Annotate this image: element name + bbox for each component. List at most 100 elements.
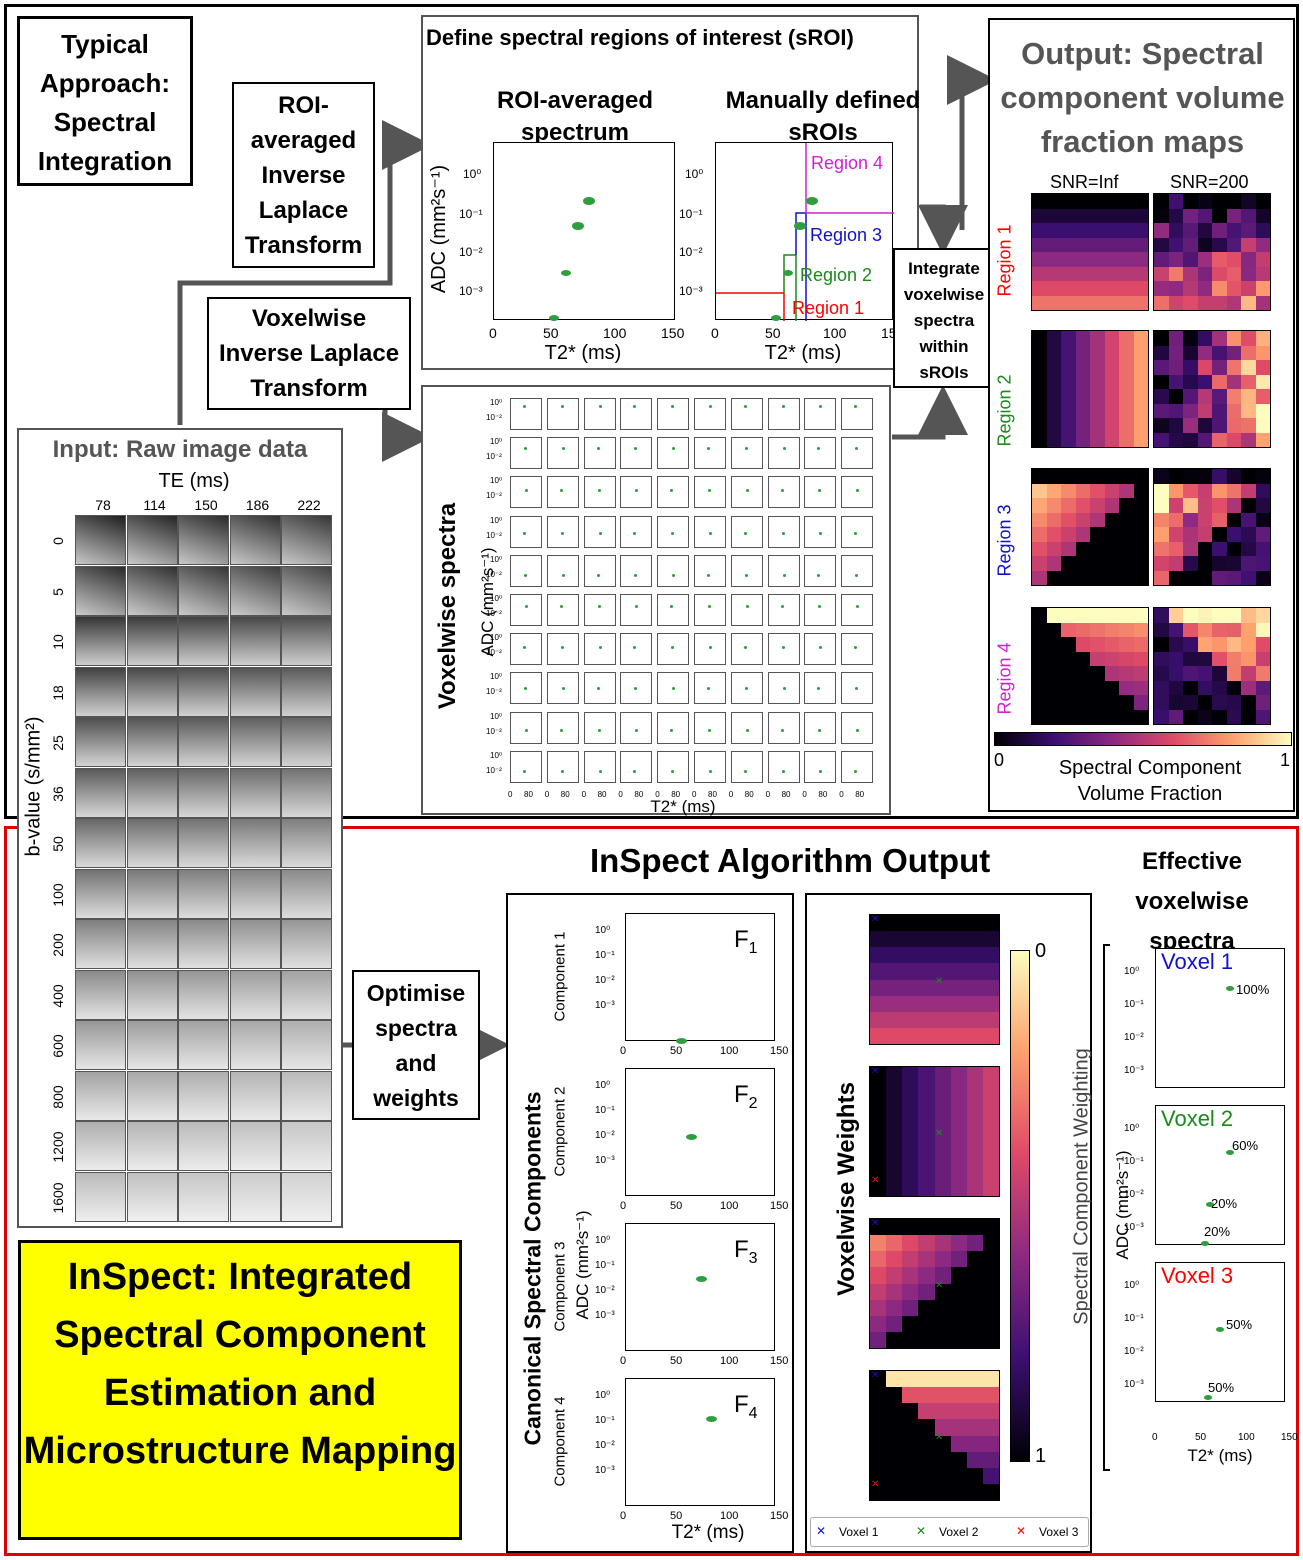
map-cell (1046, 469, 1061, 484)
voxel-xtick: 0 (839, 790, 844, 799)
weight-cell (950, 963, 967, 980)
voxel-spectrum-cell (767, 633, 800, 666)
weight-cell (934, 1115, 951, 1132)
map-cell (1197, 695, 1212, 710)
map-cell (1133, 194, 1148, 209)
voxel-spectrum-cell (841, 515, 874, 548)
map-cell (1119, 295, 1134, 310)
map-cell (1154, 608, 1169, 623)
map-cell (1197, 432, 1212, 447)
map-cell (1075, 570, 1090, 585)
map-cell (1104, 637, 1119, 652)
voxel-xtick: 80 (634, 790, 644, 799)
map-cell (1032, 345, 1047, 360)
map-cell (1241, 483, 1256, 498)
map-cell (1046, 556, 1061, 571)
map-cell (1119, 237, 1134, 252)
map-cell (1255, 608, 1270, 623)
map-cell (1133, 266, 1148, 281)
output-map (1153, 468, 1271, 586)
effective-xtick: 150 (1281, 1432, 1298, 1443)
map-cell (1119, 666, 1134, 681)
input-image-tile (281, 868, 332, 919)
map-cell (1212, 570, 1227, 585)
effective-percent: 20% (1211, 1196, 1238, 1211)
weight-cell (902, 1027, 919, 1044)
voxel-spectrum-peak (781, 769, 785, 773)
map-cell (1168, 266, 1183, 281)
input-image-tile (178, 919, 229, 969)
map-cell (1104, 469, 1119, 484)
voxel-spectrum-peak (561, 573, 565, 577)
map-cell (1119, 512, 1134, 527)
map-cell (1255, 651, 1270, 666)
weight-cell (950, 1267, 967, 1284)
input-image-tile (126, 1020, 178, 1070)
weight-cell (982, 1315, 999, 1332)
map-cell (1032, 194, 1047, 209)
map-cell (1075, 556, 1090, 571)
component-label: Component 3 (551, 1241, 569, 1332)
map-cell (1032, 237, 1047, 252)
map-cell (1226, 709, 1241, 724)
map-cell (1241, 331, 1256, 346)
weight-cell (934, 915, 951, 932)
map-cell (1168, 403, 1183, 418)
map-cell (1090, 295, 1105, 310)
weights-cbar-top: 0 (1035, 940, 1047, 962)
map-cell (1090, 194, 1105, 209)
weights-title: Voxelwise Weights (833, 1082, 860, 1296)
map-cell (1133, 389, 1148, 404)
map-cell (1154, 237, 1169, 252)
weight-cell (966, 1099, 983, 1116)
inspect-header: InSpect Algorithm Output (590, 842, 991, 879)
voxel-spectrum-peak (525, 489, 528, 493)
map-cell (1133, 527, 1148, 542)
weight-cell (982, 1163, 999, 1180)
canonical-xtick: 150 (770, 1200, 789, 1212)
canonical-ytick: 10⁻² (595, 1130, 615, 1141)
map-cell (1197, 389, 1212, 404)
map-cell (1046, 651, 1061, 666)
map-cell (1075, 208, 1090, 223)
weight-cell (918, 1179, 935, 1196)
voxel-spectrum-peak (634, 687, 638, 691)
map-cell (1075, 469, 1090, 484)
weight-cell (886, 1371, 903, 1388)
left-ytick-2: 10⁻² (459, 245, 483, 259)
input-image-tile (126, 818, 178, 868)
weight-cell (918, 1131, 935, 1148)
typical-approach-box: Typical Approach: Spectral Integration (17, 16, 193, 186)
voxel-spectrum-cell (546, 515, 579, 548)
map-cell (1154, 666, 1169, 681)
weight-cell (950, 947, 967, 964)
canonical-ytick: 10⁻¹ (595, 1260, 615, 1271)
voxel-spectrum-peak (633, 405, 637, 408)
map-cell (1046, 389, 1061, 404)
voxel-spectrum-peak (855, 573, 859, 577)
voxel-xtick: 0 (655, 790, 660, 799)
map-cell (1090, 237, 1105, 252)
map-cell (1075, 666, 1090, 681)
input-image-tile (126, 969, 178, 1020)
voxel-name: Voxel 1 (1161, 949, 1234, 974)
map-cell (1168, 345, 1183, 360)
roi-spectrum-plot (493, 142, 675, 321)
map-cell (1168, 556, 1183, 571)
voxel-marker: ✕ (935, 1432, 944, 1443)
weight-cell (934, 1371, 951, 1388)
voxel-xtick: 0 (508, 790, 513, 799)
voxel-marker: ✕ (871, 1478, 880, 1490)
weight-cell (950, 1179, 967, 1196)
map-cell (1104, 709, 1119, 724)
map-cell (1104, 360, 1119, 375)
map-cell (1075, 252, 1090, 267)
voxel-spectrum-peak (817, 447, 821, 451)
map-cell (1168, 374, 1183, 389)
weight-cell (966, 1467, 983, 1484)
effective-xtick: 0 (1152, 1432, 1158, 1443)
map-cell (1119, 403, 1134, 418)
map-cell (1075, 622, 1090, 637)
input-image-tile (178, 515, 229, 565)
map-cell (1104, 194, 1119, 209)
